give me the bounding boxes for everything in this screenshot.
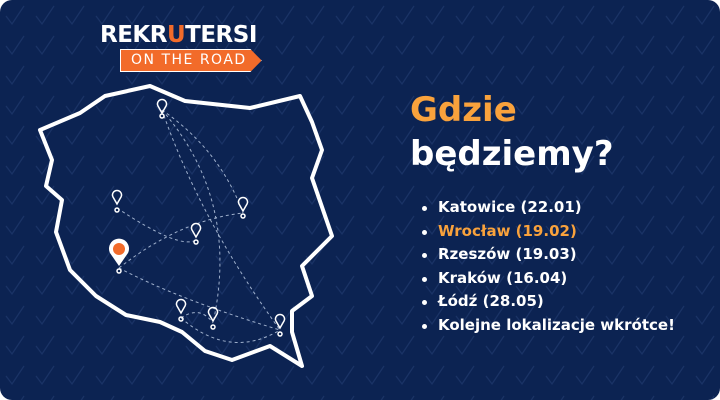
logo-wordmark: REKRUTERSI <box>100 22 257 48</box>
list-item: Katowice (22.01) <box>420 196 675 220</box>
location-list: Katowice (22.01) Wrocław (19.02) Rzeszów… <box>420 196 675 337</box>
map-pin-icon <box>175 298 187 322</box>
map-pin-icon <box>111 189 123 213</box>
title-line-1: Gdzie <box>410 90 517 130</box>
logo: REKRUTERSI ON THE ROAD <box>100 22 262 72</box>
map-pin-icon <box>156 98 168 119</box>
list-item: Kolejne lokalizacje wkrótce! <box>420 314 675 338</box>
logo-badge: ON THE ROAD <box>120 49 262 72</box>
map-pin-icon <box>190 222 202 245</box>
map-pin-icon-highlighted <box>109 238 129 274</box>
map-pin-icon <box>207 306 219 330</box>
map-pins <box>109 98 286 337</box>
poland-map-outline <box>38 84 334 368</box>
map-pin-icon <box>237 196 249 219</box>
list-item-highlighted: Wrocław (19.02) <box>420 220 675 244</box>
list-item: Rzeszów (19.03) <box>420 243 675 267</box>
title-line-2: będziemy? <box>410 134 614 174</box>
page-title: Gdzie będziemy? <box>410 88 614 176</box>
list-item: Kraków (16.04) <box>420 267 675 291</box>
map-pin-icon <box>274 313 286 337</box>
route-lines <box>116 109 281 343</box>
list-item: Łódź (28.05) <box>420 290 675 314</box>
